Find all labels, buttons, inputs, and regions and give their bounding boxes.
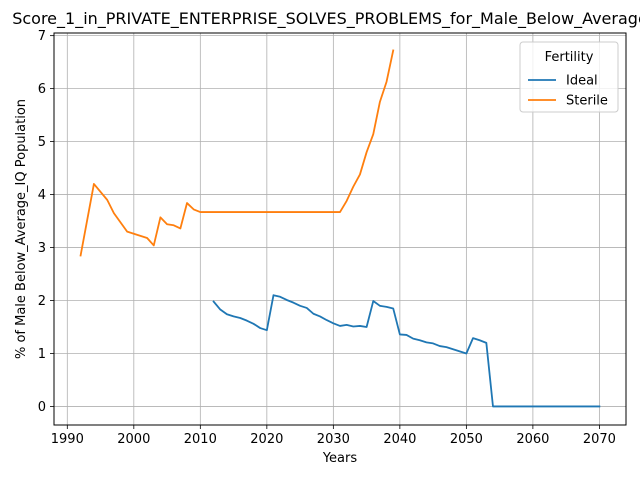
x-tick-label: 2050 <box>450 432 483 447</box>
x-tick-label: 2040 <box>383 432 416 447</box>
y-tick-label: 5 <box>38 135 46 150</box>
series-lines <box>79 49 601 408</box>
y-tick-label: 1 <box>38 347 46 362</box>
series-line-sterile <box>79 49 395 257</box>
y-tick-label: 2 <box>38 294 46 309</box>
x-tick-label: 2000 <box>117 432 150 447</box>
y-tick-label: 7 <box>38 29 46 44</box>
x-tick-label: 2060 <box>516 432 549 447</box>
plot-frame <box>53 32 627 426</box>
x-tick-label: 2070 <box>583 432 616 447</box>
x-tick-label: 2010 <box>184 432 217 447</box>
x-axis-label: Years <box>322 451 358 466</box>
chart-title: Score_1_in_PRIVATE_ENTERPRISE_SOLVES_PRO… <box>12 9 640 29</box>
legend-box <box>519 41 619 113</box>
x-tick-label: 1990 <box>51 432 84 447</box>
y-axis-ticks: 0 1 2 3 4 5 6 7 <box>38 29 54 415</box>
legend-title: Fertility <box>545 50 594 65</box>
y-tick-label: 0 <box>38 400 46 415</box>
y-axis-label: % of Male Below_Average_IQ Population <box>14 99 29 359</box>
y-tick-label: 4 <box>38 188 46 203</box>
legend: Fertility Ideal Sterile <box>519 41 619 113</box>
x-tick-label: 2020 <box>250 432 283 447</box>
y-tick-label: 3 <box>38 241 46 256</box>
legend-label-sterile: Sterile <box>566 94 608 109</box>
y-tick-label: 6 <box>38 82 46 97</box>
x-tick-label: 2030 <box>317 432 350 447</box>
legend-label-ideal: Ideal <box>566 74 598 89</box>
x-axis-ticks: 1990 2000 2010 2020 2030 2040 2050 2060 2070 <box>51 425 616 447</box>
series-line-ideal <box>212 294 601 408</box>
